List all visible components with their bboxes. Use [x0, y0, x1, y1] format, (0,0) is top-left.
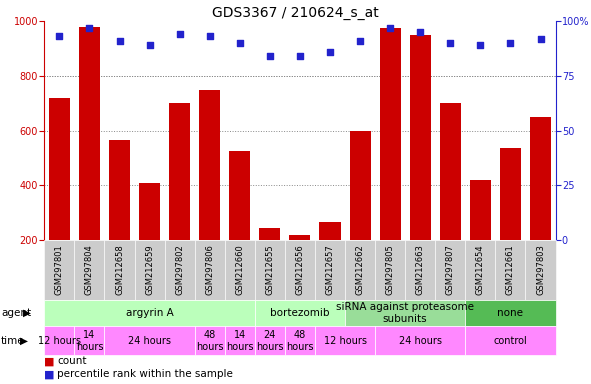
Text: control: control [493, 336, 527, 346]
Text: agent: agent [1, 308, 31, 318]
Bar [259, 228, 280, 240]
Bar [349, 131, 371, 240]
Text: 14
hours: 14 hours [76, 330, 103, 352]
Bar [440, 103, 461, 240]
Point [476, 42, 485, 48]
Text: GSM297801: GSM297801 [55, 244, 64, 295]
Point [235, 40, 245, 46]
Text: ▶: ▶ [23, 308, 31, 318]
Text: GSM297802: GSM297802 [175, 244, 184, 295]
Text: GSM212654: GSM212654 [476, 245, 485, 295]
Point [506, 40, 515, 46]
Text: ▶: ▶ [20, 336, 28, 346]
Point [175, 31, 184, 37]
Point [205, 33, 215, 40]
Text: ■: ■ [44, 356, 55, 366]
Text: siRNA against proteasome
subunits: siRNA against proteasome subunits [336, 302, 474, 324]
Text: GSM212656: GSM212656 [296, 244, 304, 295]
Text: bortezomib: bortezomib [270, 308, 330, 318]
Text: ■: ■ [44, 369, 55, 379]
Text: GSM212659: GSM212659 [145, 245, 154, 295]
Text: GSM212658: GSM212658 [115, 244, 124, 295]
Point [536, 36, 545, 42]
Text: time: time [1, 336, 25, 346]
Text: GSM212660: GSM212660 [235, 244, 244, 295]
Point [415, 29, 425, 35]
Bar [410, 35, 431, 240]
Point [355, 38, 365, 44]
Point [385, 25, 395, 31]
Point [295, 53, 304, 59]
Point [115, 38, 124, 44]
Point [325, 49, 335, 55]
Point [145, 42, 154, 48]
Bar [169, 103, 190, 240]
Bar [139, 182, 160, 240]
Text: GSM297807: GSM297807 [446, 244, 455, 295]
Text: 48
hours: 48 hours [196, 330, 223, 352]
Text: percentile rank within the sample: percentile rank within the sample [57, 369, 233, 379]
Text: 14
hours: 14 hours [226, 330, 254, 352]
Text: 24 hours: 24 hours [128, 336, 171, 346]
Text: GSM297804: GSM297804 [85, 244, 94, 295]
Text: GSM212655: GSM212655 [265, 245, 274, 295]
Text: 48
hours: 48 hours [286, 330, 314, 352]
Text: GSM212662: GSM212662 [356, 244, 365, 295]
Bar [470, 180, 491, 240]
Bar [49, 98, 70, 240]
Text: GSM212661: GSM212661 [506, 244, 515, 295]
Point [265, 53, 275, 59]
Point [85, 25, 94, 31]
Text: 12 hours: 12 hours [38, 336, 81, 346]
Text: 12 hours: 12 hours [323, 336, 366, 346]
Bar [229, 151, 251, 240]
Text: GSM297803: GSM297803 [536, 244, 545, 295]
Text: none: none [498, 308, 524, 318]
Bar [290, 235, 310, 240]
Bar [530, 117, 551, 240]
Text: GSM212663: GSM212663 [415, 244, 425, 295]
Text: GDS3367 / 210624_s_at: GDS3367 / 210624_s_at [212, 7, 379, 20]
Bar [79, 26, 100, 240]
Bar [199, 89, 220, 240]
Bar [109, 140, 130, 240]
Bar [379, 28, 401, 240]
Bar [500, 148, 521, 240]
Point [446, 40, 455, 46]
Text: 24
hours: 24 hours [256, 330, 284, 352]
Bar [320, 222, 340, 240]
Text: GSM212657: GSM212657 [326, 244, 335, 295]
Text: GSM297805: GSM297805 [386, 244, 395, 295]
Text: 24 hours: 24 hours [399, 336, 441, 346]
Point [54, 33, 64, 40]
Text: count: count [57, 356, 87, 366]
Text: argyrin A: argyrin A [126, 308, 173, 318]
Text: GSM297806: GSM297806 [205, 244, 214, 295]
